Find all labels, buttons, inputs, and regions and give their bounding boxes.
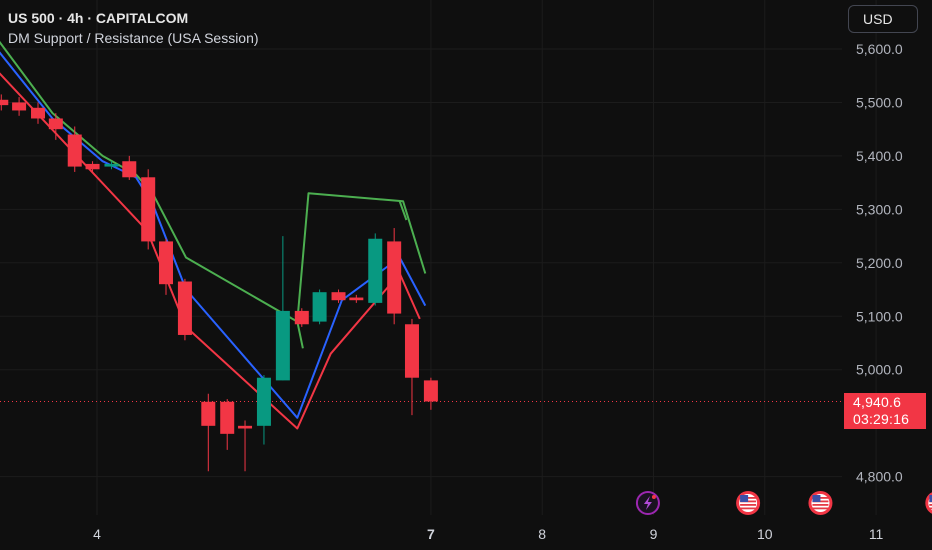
currency-button[interactable]: USD bbox=[848, 5, 918, 33]
candle-body bbox=[201, 401, 216, 426]
candle[interactable] bbox=[122, 155, 137, 180]
flag-stripe bbox=[812, 504, 829, 506]
candle[interactable] bbox=[85, 161, 100, 172]
price-tick-label: 5,300.0 bbox=[856, 201, 903, 217]
candle-body bbox=[159, 241, 174, 285]
candle-body bbox=[12, 102, 27, 111]
lightning-event-icon[interactable] bbox=[635, 491, 660, 515]
green-indicator-line bbox=[0, 40, 427, 323]
time-tick-label: 9 bbox=[650, 526, 658, 542]
flag-stripe bbox=[929, 504, 932, 506]
candle-body bbox=[122, 161, 137, 178]
candle-body bbox=[368, 238, 383, 303]
candle[interactable] bbox=[294, 308, 309, 327]
candle-body bbox=[85, 163, 100, 170]
blue-indicator-line bbox=[0, 51, 427, 419]
candle-body bbox=[141, 177, 156, 242]
candle-body bbox=[404, 324, 419, 378]
candle-body bbox=[349, 297, 364, 301]
candle-body bbox=[387, 241, 402, 314]
candle[interactable] bbox=[0, 94, 9, 111]
candle-body bbox=[256, 377, 271, 426]
price-tick-label: 5,000.0 bbox=[856, 362, 903, 378]
candle-body bbox=[48, 118, 63, 130]
time-tick-label: 10 bbox=[757, 526, 773, 542]
indicator-label[interactable]: DM Support / Resistance (USA Session) bbox=[8, 30, 259, 46]
candle-body bbox=[423, 380, 438, 402]
candle[interactable] bbox=[220, 399, 235, 450]
candle[interactable] bbox=[48, 113, 63, 140]
green-indicator-line bbox=[296, 321, 304, 349]
candle-body bbox=[275, 310, 290, 381]
candle-body bbox=[312, 292, 327, 322]
candle[interactable] bbox=[238, 420, 253, 472]
time-axis: 4789101114 bbox=[93, 526, 884, 542]
candle-body bbox=[220, 401, 235, 434]
flag-stripe bbox=[740, 507, 757, 510]
candle[interactable] bbox=[349, 294, 364, 303]
price-axis: 4,800.0 5,000.0 5,100.0 5,200.0 5,300.0 5,400… bbox=[856, 41, 903, 485]
flag-canton bbox=[740, 495, 749, 502]
notification-dot bbox=[651, 495, 656, 499]
candle-body bbox=[177, 281, 192, 335]
us-flag-event-icon[interactable] bbox=[808, 491, 833, 515]
flag-stripe bbox=[812, 507, 829, 510]
candle-body bbox=[294, 310, 309, 325]
price-tick-label: 5,500.0 bbox=[856, 94, 903, 110]
price-tick-label: 5,600.0 bbox=[856, 41, 903, 57]
candle-body bbox=[104, 163, 119, 167]
candle[interactable] bbox=[256, 375, 271, 445]
candle[interactable] bbox=[275, 236, 290, 381]
candle-body bbox=[0, 99, 9, 106]
price-tick-label: 5,100.0 bbox=[856, 308, 903, 324]
candle[interactable] bbox=[331, 289, 346, 303]
flag-stripe bbox=[740, 504, 757, 506]
candle-body bbox=[31, 107, 46, 119]
candle[interactable] bbox=[368, 233, 383, 306]
candle[interactable] bbox=[404, 318, 419, 416]
candlestick-series bbox=[0, 94, 438, 472]
green-indicator-line bbox=[398, 200, 408, 221]
chart-grid bbox=[0, 0, 877, 515]
flag-canton bbox=[812, 495, 821, 502]
time-tick-label: 7 bbox=[427, 526, 435, 542]
candle[interactable] bbox=[159, 238, 174, 295]
candle[interactable] bbox=[201, 393, 216, 472]
chart-legend: US 500 · 4h · CAPITALCOM DM Support / Re… bbox=[8, 8, 259, 48]
us-flag-event-icon[interactable] bbox=[736, 491, 761, 515]
candle[interactable] bbox=[67, 126, 82, 172]
red-indicator-line bbox=[0, 72, 421, 430]
price-tick-label: 4,800.0 bbox=[856, 469, 903, 485]
candle-body bbox=[238, 425, 253, 429]
candle[interactable] bbox=[31, 102, 46, 124]
candle[interactable] bbox=[104, 161, 119, 170]
time-tick-label: 11 bbox=[869, 526, 884, 542]
price-tick-label: 5,200.0 bbox=[856, 255, 903, 271]
candle-body bbox=[331, 292, 346, 301]
candle[interactable] bbox=[12, 97, 27, 116]
candle[interactable] bbox=[177, 278, 192, 341]
last-price-value: 4,940.6 bbox=[853, 394, 902, 410]
price-tick-label: 5,400.0 bbox=[856, 148, 903, 164]
time-tick-label: 8 bbox=[538, 526, 546, 542]
us-flag-event-icon[interactable] bbox=[925, 491, 932, 515]
candle[interactable] bbox=[312, 289, 327, 325]
bar-countdown: 03:29:16 bbox=[853, 411, 910, 427]
event-markers bbox=[635, 491, 932, 515]
lightning-bolt bbox=[643, 496, 652, 510]
flag-stripe bbox=[929, 507, 932, 510]
candle-body bbox=[67, 134, 82, 167]
candle[interactable] bbox=[387, 228, 402, 325]
candle[interactable] bbox=[423, 377, 438, 410]
candle[interactable] bbox=[141, 169, 156, 250]
time-tick-label: 4 bbox=[93, 526, 101, 542]
last-price-tag: 4,940.6 03:29:16 bbox=[844, 393, 926, 429]
symbol-title[interactable]: US 500 · 4h · CAPITALCOM bbox=[8, 10, 189, 26]
flag-canton bbox=[929, 495, 932, 502]
